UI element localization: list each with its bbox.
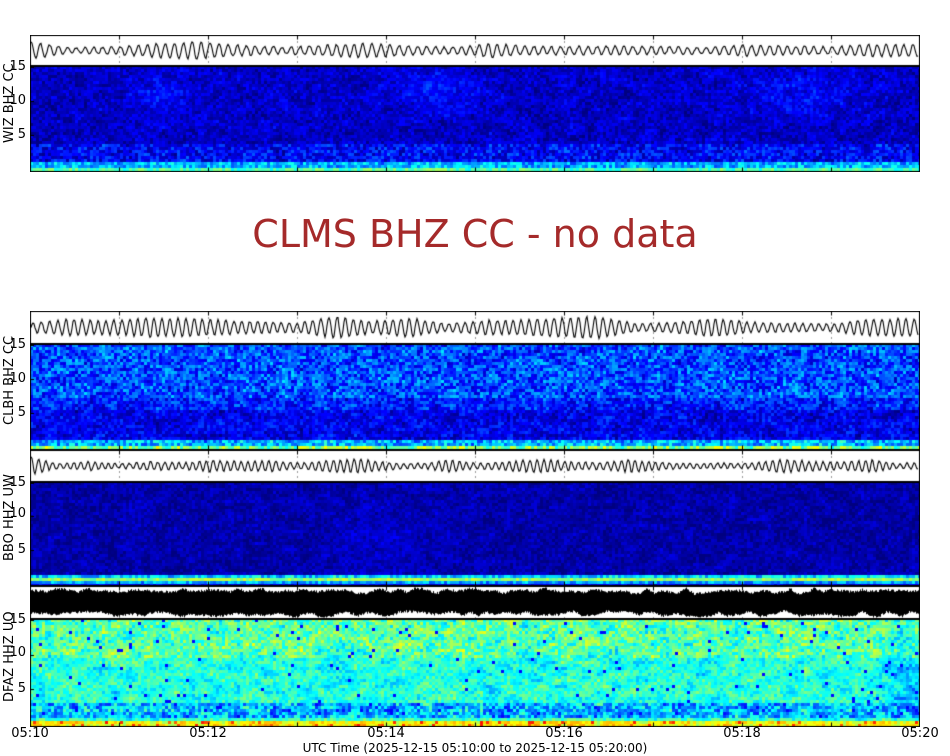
seismogram-canvas-wiz bbox=[30, 35, 920, 66]
spectrogram-canvas-clbh bbox=[30, 344, 920, 450]
no-data-title: CLMS BHZ CC - no data bbox=[252, 212, 698, 256]
panel-wiz-bhz-cc: WIZ BHZ CC 15 10 5 bbox=[0, 35, 950, 172]
y-tick-label: 15 bbox=[9, 475, 26, 490]
spectrogram-canvas-wiz bbox=[30, 66, 920, 172]
x-tick-label: 05:18 bbox=[723, 726, 761, 741]
panel-clbh-bhz-cc: CLBH BHZ CC 15 10 5 bbox=[0, 311, 950, 450]
y-tick-label: 15 bbox=[9, 337, 26, 352]
seismogram-canvas-dfaz bbox=[30, 586, 920, 619]
y-tick-label: 5 bbox=[17, 127, 26, 142]
y-tick-label: 5 bbox=[17, 681, 26, 696]
spectrogram-canvas-bbo bbox=[30, 482, 920, 586]
y-tick-label: 10 bbox=[9, 506, 26, 521]
panel-bbo-hhz-uw: BBO HHZ UW 15 10 5 bbox=[0, 450, 950, 586]
y-tick-label: 10 bbox=[9, 371, 26, 386]
y-tick-label: 5 bbox=[17, 405, 26, 420]
x-tick-label: 05:20 bbox=[901, 726, 939, 741]
spectrogram-canvas-dfaz bbox=[30, 619, 920, 727]
x-axis-caption: UTC Time (2025-12-15 05:10:00 to 2025-12… bbox=[302, 741, 648, 755]
y-tick-label: 15 bbox=[9, 59, 26, 74]
x-tick-label: 05:14 bbox=[367, 726, 405, 741]
y-tick-label: 10 bbox=[9, 93, 26, 108]
seismogram-canvas-clbh bbox=[30, 311, 920, 344]
x-tick-label: 05:16 bbox=[545, 726, 583, 741]
y-tick-label: 15 bbox=[9, 612, 26, 627]
seismogram-canvas-bbo bbox=[30, 450, 920, 482]
x-tick-label: 05:12 bbox=[189, 726, 227, 741]
x-tick-label: 05:10 bbox=[11, 726, 49, 741]
y-tick-label: 5 bbox=[17, 542, 26, 557]
y-tick-label: 10 bbox=[9, 645, 26, 660]
panel-dfaz-hhz-uo: DFAZ HHZ UO 15 10 5 bbox=[0, 586, 950, 727]
